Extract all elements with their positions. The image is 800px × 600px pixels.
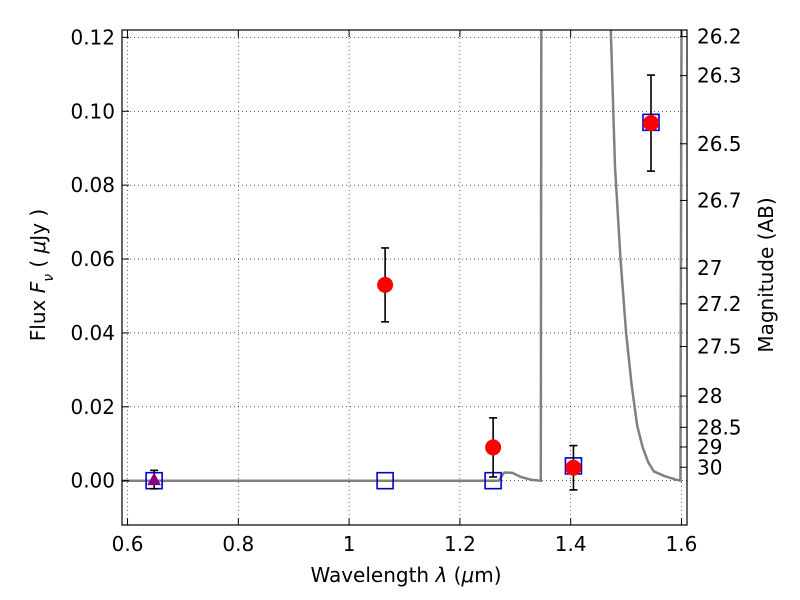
mag-tick-label: 28 [697, 384, 722, 408]
mag-tick-label: 28.5 [697, 415, 742, 439]
data-point [377, 276, 394, 293]
model-curve [122, 29, 543, 483]
mag-tick-label: 26.2 [697, 25, 742, 49]
y-tick-label: 0.00 [70, 469, 115, 493]
y-tick-label: 0.02 [70, 395, 115, 419]
model-curves [122, 29, 683, 483]
model-curve [609, 29, 683, 483]
x-tick-label: 1.6 [666, 532, 698, 556]
x-tick-label: 1.2 [444, 532, 476, 556]
mag-tick-label: 29 [697, 435, 722, 459]
data-point [485, 439, 502, 456]
y-axis-label: Flux Fν ( μJy ) [26, 209, 57, 341]
axis-ticks: 0.6 0.8 1 1.2 1.4 1.6 0.00 0.02 0.04 0.06 0.08 0.10… [70, 25, 741, 556]
upper-limit-point [147, 472, 161, 486]
x-tick-label: 0.8 [222, 532, 254, 556]
mag-tick-label: 26.5 [697, 132, 742, 156]
mag-tick-label: 27.2 [697, 292, 742, 316]
y-tick-label: 0.12 [70, 25, 115, 49]
y-axis-right-label: Magnitude (AB) [754, 197, 778, 352]
y-tick-label: 0.08 [70, 173, 115, 197]
mag-tick-label: 26.3 [697, 64, 742, 88]
mag-tick-label: 27 [697, 256, 722, 280]
mag-tick-label: 27.5 [697, 335, 742, 359]
data-point [565, 459, 582, 476]
y-tick-label: 0.06 [70, 247, 115, 271]
y-tick-label: 0.10 [70, 99, 115, 123]
data-point [642, 115, 659, 132]
x-axis-label: Wavelength λ (μm) [310, 563, 501, 587]
mag-tick-label: 26.7 [697, 188, 742, 212]
plot-frame [121, 29, 688, 526]
mag-tick-label: 30 [697, 455, 722, 479]
x-tick-label: 1 [343, 532, 356, 556]
grid-lines [122, 30, 687, 525]
y-tick-label: 0.04 [70, 321, 115, 345]
data-markers [145, 74, 660, 491]
x-tick-label: 0.6 [112, 532, 144, 556]
x-tick-label: 1.4 [555, 532, 587, 556]
model-point [376, 471, 394, 490]
